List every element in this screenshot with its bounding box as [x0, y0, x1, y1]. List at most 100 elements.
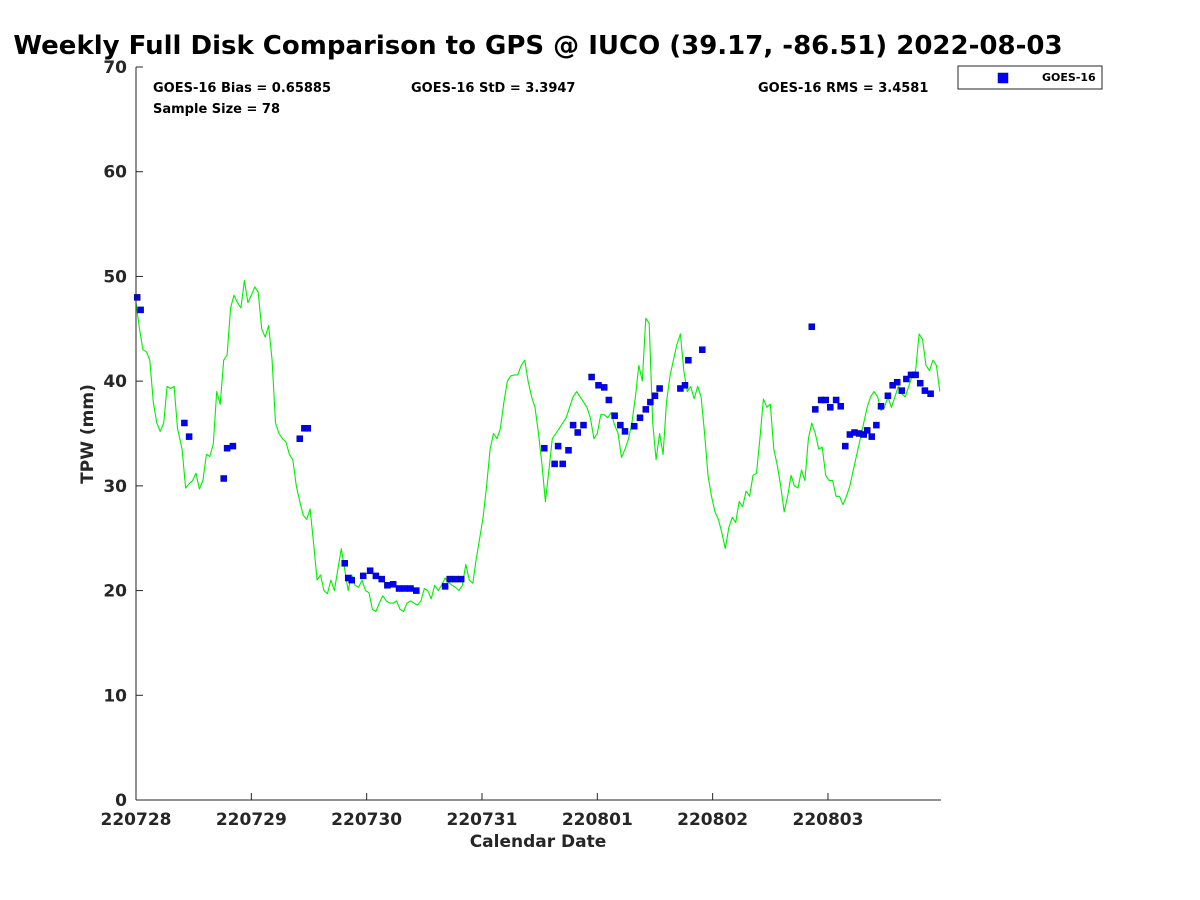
goes16-point [457, 575, 465, 583]
stat-rms: GOES-16 RMS = 3.4581 [758, 81, 928, 96]
goes16-point [600, 384, 608, 391]
x-tick-label: 220803 [792, 810, 863, 830]
goes16-point [574, 429, 581, 436]
y-tick-label: 50 [103, 267, 127, 287]
goes16-point [229, 442, 237, 450]
goes16-point [642, 406, 650, 413]
goes16-point [378, 575, 385, 583]
goes16-point [595, 382, 602, 389]
goes16-point [656, 385, 663, 392]
goes16-point [630, 422, 638, 430]
goes16-point [551, 460, 558, 468]
goes16-point [822, 396, 829, 404]
x-tick-label: 220801 [562, 810, 633, 830]
goes16-point [341, 560, 348, 567]
goes16-point [452, 575, 459, 583]
goes16-point [699, 346, 706, 353]
x-tick-label: 220731 [446, 810, 517, 830]
goes16-point [588, 373, 595, 381]
legend: GOES-16 [957, 65, 1103, 90]
stat-bias: GOES-16 Bias = 0.65885 [153, 81, 331, 96]
goes16-point [223, 444, 231, 452]
goes16-point [842, 442, 849, 450]
goes16-point [916, 379, 924, 387]
y-ticks: 0 10 20 30 40 50 60 70 [103, 58, 143, 811]
x-tick-label: 220728 [101, 810, 172, 830]
goes16-point [185, 433, 193, 440]
y-tick-label: 60 [103, 163, 127, 183]
goes16-point [837, 403, 844, 410]
goes16-point [877, 403, 885, 410]
goes16-point [808, 323, 816, 330]
goes16-point [863, 427, 871, 434]
goes16-point [617, 421, 624, 429]
goes16-point [832, 396, 840, 404]
y-tick-label: 40 [103, 372, 127, 392]
goes16-point [903, 375, 910, 383]
goes16-point [359, 572, 367, 580]
goes16-point [565, 447, 572, 454]
goes16-point [541, 444, 548, 452]
goes16-point [401, 585, 408, 592]
goes16-point [580, 421, 587, 429]
goes16-point [554, 442, 562, 450]
x-tick-label: 220730 [331, 810, 402, 830]
goes16-point [413, 587, 420, 594]
goes16-point [611, 412, 618, 419]
x-ticks: 220728 220729 220730 220731 220801 220802 2208… [101, 793, 863, 830]
gps-reference-line [135, 280, 941, 613]
stat-sample-size: Sample Size = 78 [153, 102, 280, 117]
goes16-point [827, 404, 834, 411]
goes16-point [348, 576, 355, 584]
legend-marker [997, 72, 1009, 84]
goes16-point [137, 306, 144, 314]
goes16-point [372, 572, 380, 580]
y-axis-label: TPW (mm) [78, 384, 98, 484]
goes16-point [873, 421, 880, 429]
y-tick-label: 10 [103, 686, 127, 706]
x-tick-label: 220802 [677, 810, 748, 830]
goes16-point [384, 582, 391, 589]
goes16-point [651, 392, 659, 400]
goes16-point [296, 435, 304, 442]
line-layer [135, 280, 941, 613]
legend-box [957, 65, 1103, 90]
goes16-point [446, 575, 453, 583]
goes16-point [927, 390, 934, 397]
goes16-point [220, 475, 227, 482]
goes16-point [569, 421, 577, 429]
goes16-point [685, 356, 692, 364]
x-axis-label: Calendar Date [470, 832, 607, 852]
goes16-point [647, 398, 654, 406]
y-tick-label: 0 [115, 791, 127, 811]
goes16-point [868, 433, 876, 440]
legend-label: GOES-16 [1042, 71, 1096, 84]
y-tick-label: 30 [103, 477, 127, 497]
y-tick-label: 70 [103, 58, 127, 78]
x-tick-label: 220729 [216, 810, 287, 830]
goes16-point [912, 371, 919, 379]
goes16-point [304, 425, 312, 432]
chart-title: Weekly Full Disk Comparison to GPS @ IUC… [13, 31, 1062, 61]
goes16-point [621, 428, 629, 435]
goes16-point [893, 378, 901, 386]
goes16-point [389, 581, 397, 588]
goes16-point [181, 419, 188, 427]
goes16-point [407, 585, 414, 592]
goes16-point [812, 406, 819, 413]
goes16-point [559, 460, 566, 468]
y-tick-label: 20 [103, 582, 127, 602]
goes16-point [636, 414, 644, 422]
stat-std: GOES-16 StD = 3.3947 [411, 81, 575, 96]
goes16-point [441, 583, 449, 590]
goes16-point [884, 392, 892, 400]
goes16-point [681, 382, 689, 389]
goes16-point [605, 396, 613, 404]
goes16-point [860, 431, 867, 438]
goes16-point [395, 585, 403, 592]
goes16-point [898, 387, 906, 394]
point-layer [133, 294, 934, 594]
goes16-point [921, 387, 929, 394]
goes16-point [133, 294, 141, 301]
